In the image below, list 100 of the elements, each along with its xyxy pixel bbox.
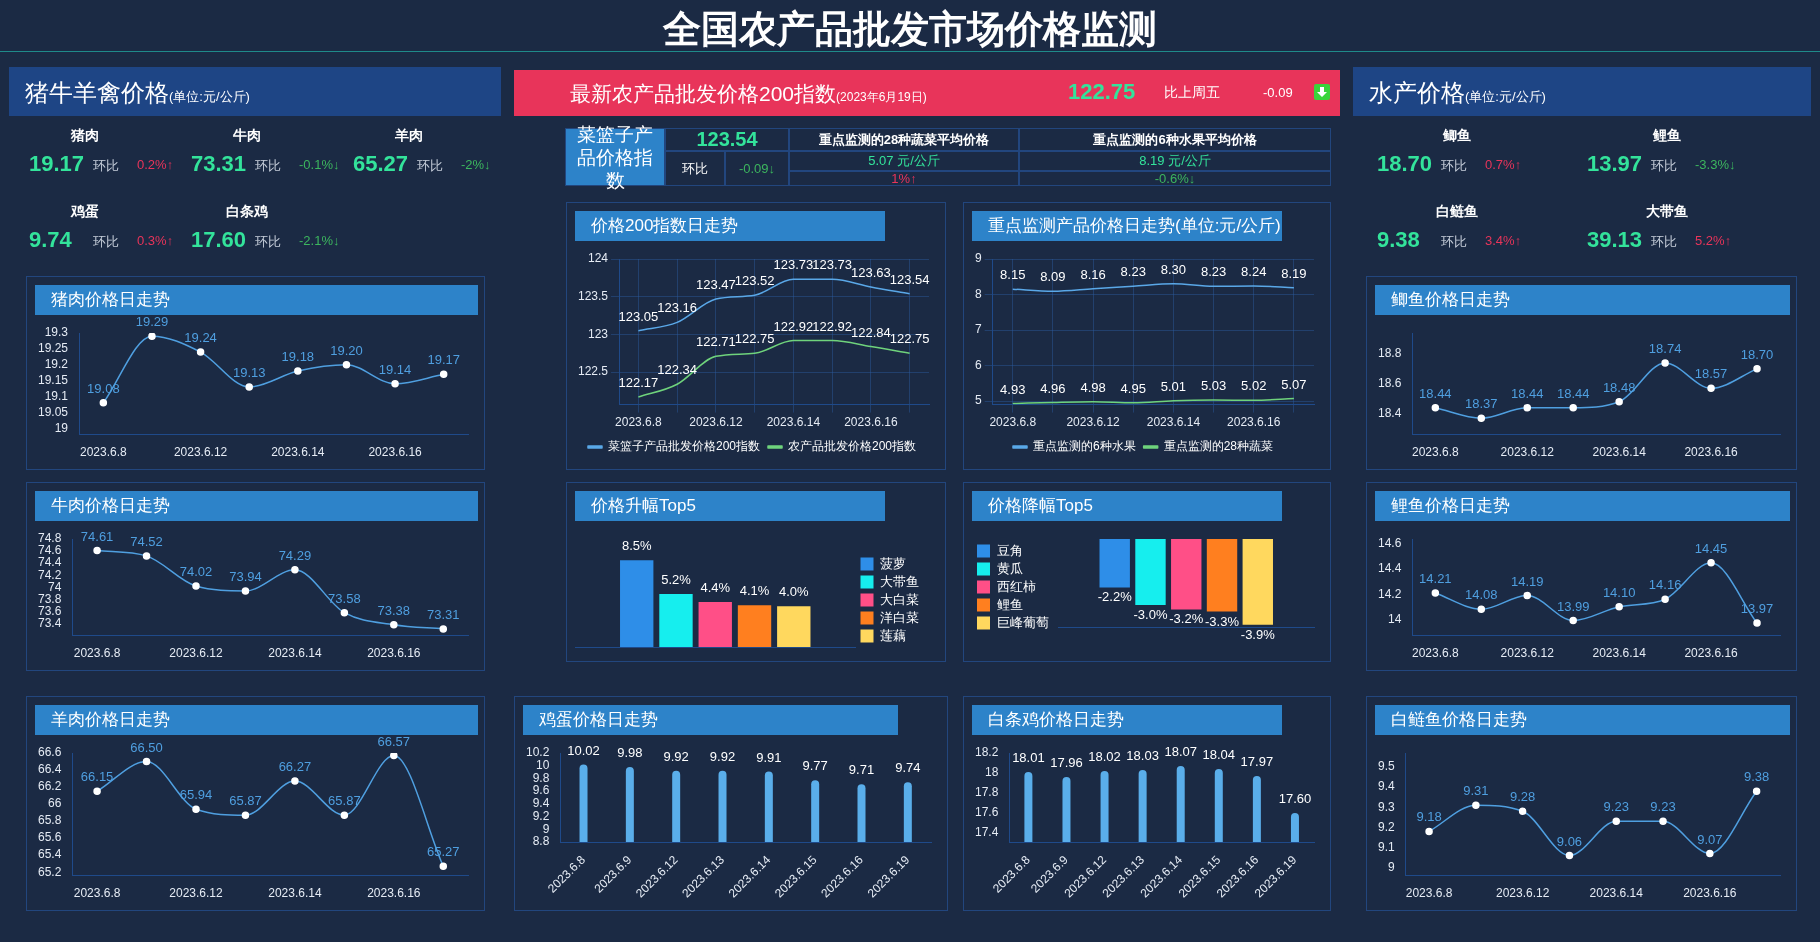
text: 重点监测的28种蔬菜平均价格	[789, 128, 1019, 151]
legend-label: 菜篮子产品批发价格200指数	[607, 439, 761, 454]
text: 9.74	[29, 227, 72, 253]
data-label: 18.44	[1419, 385, 1452, 401]
text: 环比	[1441, 233, 1467, 251]
data-label: 5.02	[1241, 378, 1267, 394]
data-label: 18.02	[1088, 749, 1121, 765]
text: 环比	[93, 157, 119, 175]
y-tick-label: 9.6	[532, 783, 550, 798]
text: 0.7%↑	[1485, 157, 1522, 172]
data-label: 66.27	[278, 759, 312, 775]
data-label: 123.73	[773, 257, 814, 273]
line-series	[1012, 283, 1295, 293]
text: 123.54	[665, 128, 789, 151]
y-tick-label: 6	[974, 357, 982, 372]
data-label: 122.17	[618, 375, 659, 391]
y-tick-label: 74.4	[38, 555, 62, 570]
x-tick-label: 2023.6.16	[844, 415, 898, 430]
chart-title: 价格200指数日走势	[575, 211, 885, 241]
y-tick-label: 18.2	[975, 745, 999, 760]
legend-label: 洋白菜	[880, 609, 919, 625]
text: (单位:元/公斤)	[1465, 89, 1546, 104]
data-label: 4.98	[1080, 379, 1106, 395]
data-label: 4.93	[1000, 381, 1026, 397]
x-tick-label: 2023.6.8	[1411, 646, 1460, 661]
text: 5.2%↑	[1695, 233, 1732, 248]
x-tick-label: 2023.6.8	[615, 415, 663, 430]
y-tick-label: 66.2	[38, 779, 62, 794]
y-tick-label: 18	[985, 765, 999, 780]
data-label: 13.99	[1556, 598, 1590, 614]
x-tick-label: 2023.6.16	[367, 886, 421, 901]
data-label: 9.77	[802, 758, 828, 774]
y-tick-label: 7	[974, 322, 982, 337]
data-label: 18.74	[1648, 340, 1682, 356]
data-label: 9.23	[1603, 799, 1629, 815]
data-label: 65.94	[179, 787, 213, 803]
text: 8.19 元/公斤	[1019, 151, 1331, 171]
x-tick-label: 2023.6.16	[368, 445, 423, 460]
data-label: 73.31	[427, 607, 460, 623]
data-label: 74.52	[130, 533, 163, 549]
chart-title: 重点监测产品价格日走势(单位:元/公斤)	[972, 211, 1282, 241]
data-label: 122.75	[889, 331, 930, 347]
text: 17.60	[191, 227, 247, 253]
x-tick-label: 2023.6.12	[169, 646, 224, 661]
data-label: 4.4%	[700, 580, 731, 596]
data-label: 4.1%	[739, 583, 770, 599]
y-tick-label: 8.8	[532, 834, 550, 849]
y-tick-label: 14.2	[1378, 586, 1402, 601]
data-label: 18.03	[1126, 748, 1159, 764]
data-label: 122.84	[851, 324, 891, 340]
data-label: 8.23	[1120, 264, 1146, 280]
text: 环比	[255, 157, 281, 175]
text: 菜篮子产品价格指数	[576, 123, 654, 191]
x-tick-label: 2023.6.12	[1495, 886, 1550, 901]
x-tick-label: 2023.6.16	[1683, 886, 1737, 901]
data-label: -3.2%	[1169, 611, 1204, 627]
data-label: 5.01	[1160, 378, 1187, 394]
y-tick-label: 18.4	[1378, 405, 1402, 420]
y-tick-label: 65.4	[38, 847, 62, 862]
data-label: 14.08	[1465, 587, 1498, 603]
x-tick-label: 2023.6.16	[367, 646, 421, 661]
y-tick-label: 8	[974, 286, 982, 301]
data-label: 9.98	[617, 745, 643, 761]
data-label: 9.38	[1743, 769, 1770, 785]
x-tick-label: 2023.6.8	[989, 415, 1037, 430]
data-label: -3.9%	[1240, 626, 1276, 642]
x-tick-label: 2023.6.8	[73, 886, 121, 901]
text: 73.31	[191, 151, 247, 177]
y-tick-label: 18.8	[1378, 346, 1402, 361]
data-label: 9.74	[895, 760, 921, 776]
category-label: 鲤鱼	[1652, 127, 1682, 145]
data-label: -3.0%	[1133, 607, 1168, 623]
chart-title: 鲤鱼价格日走势	[1375, 491, 1790, 521]
data-label: 19.13	[232, 365, 266, 381]
data-label: 123.63	[851, 264, 891, 280]
y-tick-label: 122.5	[578, 364, 609, 379]
data-label: 8.24	[1241, 264, 1267, 280]
x-tick-label: 2023.6.14	[1592, 646, 1647, 661]
data-label: 123.54	[889, 271, 930, 287]
chart-title: 白条鸡价格日走势	[972, 705, 1282, 735]
data-label: 18.01	[1012, 750, 1045, 766]
text: 0.3%↑	[137, 233, 174, 248]
y-tick-label: 10.2	[526, 745, 550, 760]
y-tick-label: 10	[536, 758, 550, 773]
legend-label: 大带鱼	[880, 573, 919, 589]
data-label: 9.91	[756, 749, 782, 765]
category-label: 大带鱼	[1645, 203, 1689, 221]
data-label: 18.37	[1465, 396, 1498, 412]
data-label: 9.31	[1463, 783, 1489, 799]
x-tick-label: 2023.6.16	[1227, 415, 1281, 430]
y-tick-label: 9.4	[532, 796, 550, 811]
data-label: 19.17	[427, 352, 460, 368]
text: 1%↑	[789, 171, 1019, 186]
chart-title: 鸡蛋价格日走势	[523, 705, 898, 735]
category-label: 猪肉	[70, 127, 100, 145]
bar	[620, 560, 654, 647]
chart-title: 价格降幅Top5	[972, 491, 1282, 521]
x-tick-label: 2023.6.8	[1411, 445, 1460, 460]
legend-label: 大白菜	[880, 591, 919, 607]
data-label: 66.15	[80, 769, 114, 785]
